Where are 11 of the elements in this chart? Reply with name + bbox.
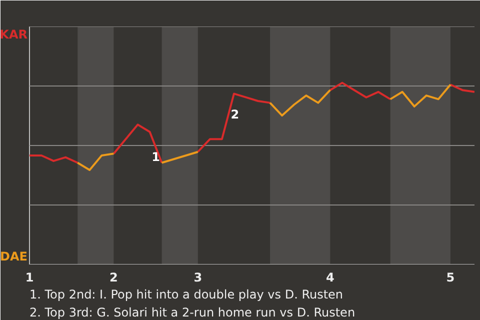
x-tick-label: 3 (194, 270, 202, 284)
text: DAE (0, 250, 28, 264)
text: KAR (0, 28, 28, 42)
x-tick-label: 1 (25, 270, 34, 284)
text: 2. Top 3rd: G. Solari hit a 2-run home run vs D. Rusten (30, 306, 356, 320)
annotation: 2 (230, 108, 240, 122)
text: 1. Top 2nd: I. Pop hit into a double play vs D. Rusten (30, 288, 344, 302)
x-tick-label: 5 (446, 270, 455, 284)
x-tick-label: 4 (326, 270, 334, 284)
annotation: 1 (152, 150, 160, 164)
x-tick-label: 2 (110, 270, 118, 284)
